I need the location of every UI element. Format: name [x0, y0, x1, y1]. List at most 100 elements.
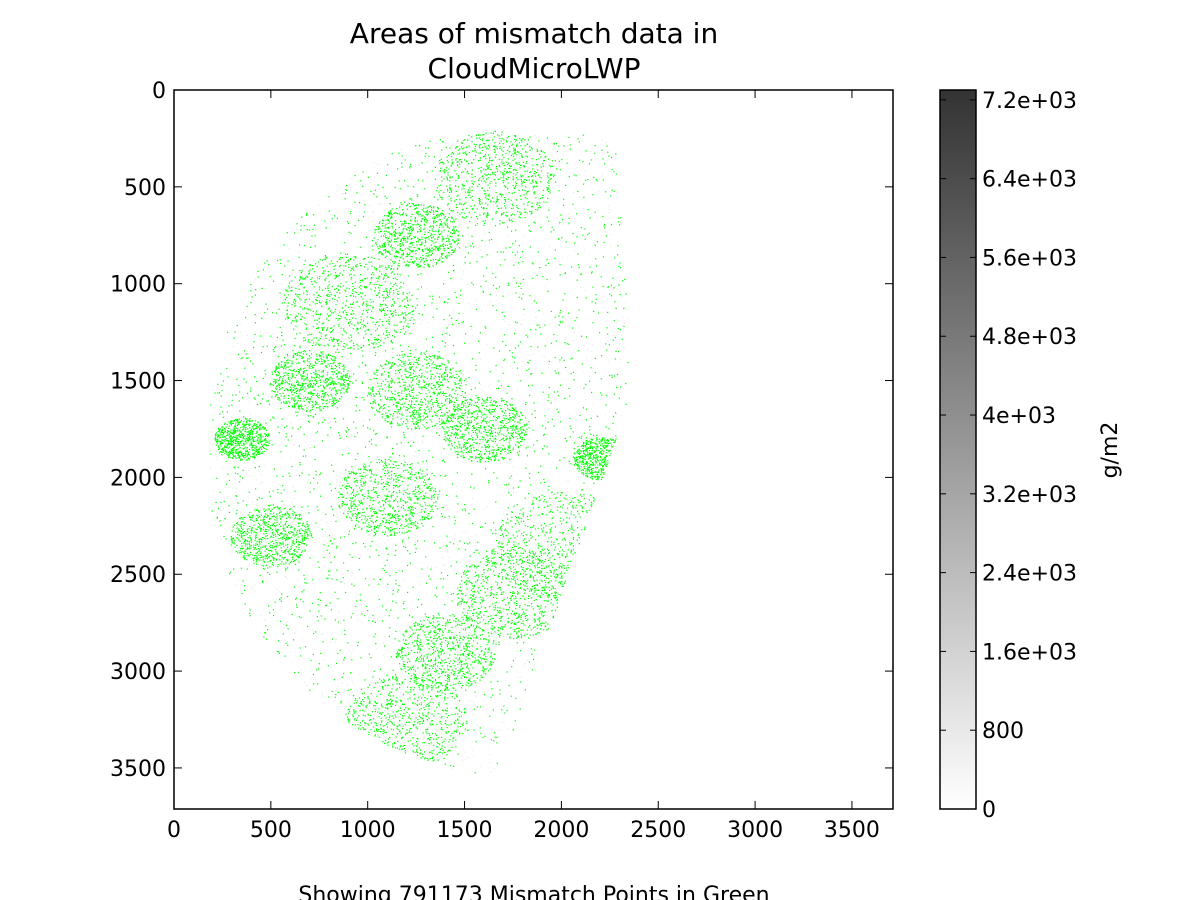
mismatch-point: [390, 423, 392, 425]
mismatch-point: [507, 556, 509, 558]
mismatch-point: [511, 622, 513, 624]
lwp-cell: [290, 423, 292, 424]
lwp-cell: [375, 706, 377, 708]
lwp-cell: [610, 429, 612, 431]
lwp-cell: [590, 181, 592, 183]
mismatch-point: [420, 404, 422, 406]
lwp-cell: [417, 691, 419, 693]
lwp-cell: [557, 334, 558, 336]
mismatch-point: [422, 712, 424, 714]
mismatch-point: [362, 699, 364, 701]
mismatch-point: [486, 416, 488, 418]
mismatch-point: [391, 393, 394, 395]
lwp-cell: [275, 637, 277, 639]
mismatch-point: [445, 369, 447, 371]
mismatch-point: [452, 408, 454, 410]
mismatch-point: [559, 573, 561, 575]
mismatch-point: [463, 572, 465, 574]
mismatch-point: [405, 296, 408, 298]
mismatch-point: [469, 607, 471, 609]
mismatch-point: [424, 426, 426, 428]
mismatch-point: [536, 593, 538, 595]
mismatch-point: [508, 601, 510, 603]
lwp-cell: [583, 429, 585, 431]
mismatch-point: [432, 384, 434, 386]
lwp-cell: [352, 683, 354, 685]
mismatch-point: [425, 399, 427, 401]
mismatch-point: [329, 263, 331, 265]
mismatch-point: [368, 698, 370, 700]
mismatch-point: [522, 432, 524, 434]
mismatch-point: [466, 615, 468, 617]
mismatch-point: [521, 608, 523, 610]
lwp-cell: [480, 358, 482, 360]
mismatch-point: [520, 618, 522, 621]
lwp-cell: [289, 280, 291, 282]
lwp-cell: [293, 485, 295, 487]
mismatch-point: [441, 727, 443, 729]
lwp-cell: [239, 590, 241, 592]
mismatch-point: [548, 537, 550, 539]
mismatch-point: [426, 396, 428, 398]
mismatch-point: [415, 427, 417, 429]
mismatch-point: [504, 552, 507, 554]
mismatch-point: [361, 350, 363, 352]
lwp-cell: [495, 369, 497, 371]
mismatch-point: [461, 403, 463, 405]
mismatch-point: [461, 437, 463, 439]
lwp-cell: [617, 196, 619, 198]
mismatch-point: [531, 585, 533, 588]
mismatch-point: [369, 379, 371, 381]
lwp-cell: [447, 509, 449, 511]
mismatch-point: [493, 415, 495, 418]
mismatch-point: [374, 373, 376, 375]
mismatch-point: [561, 575, 563, 577]
mismatch-point: [534, 620, 537, 622]
mismatch-point: [452, 737, 454, 740]
lwp-cell: [606, 340, 608, 342]
mismatch-point: [370, 278, 372, 280]
mismatch-point: [575, 504, 577, 506]
mismatch-point: [460, 448, 462, 450]
mismatch-point: [418, 747, 420, 749]
mismatch-point: [447, 360, 449, 362]
lwp-cell: [509, 687, 511, 689]
mismatch-point: [460, 603, 462, 605]
mismatch-point: [502, 457, 504, 459]
mismatch-point: [345, 262, 347, 264]
lwp-cell: [624, 322, 626, 324]
mismatch-point: [382, 688, 384, 690]
mismatch-point: [397, 416, 399, 418]
lwp-cell: [290, 319, 292, 321]
mismatch-point: [353, 345, 355, 347]
mismatch-point: [417, 422, 419, 424]
mismatch-point: [482, 600, 484, 602]
lwp-cell: [534, 664, 535, 666]
mismatch-point: [361, 292, 364, 294]
mismatch-point: [542, 615, 544, 617]
lwp-cell: [421, 361, 423, 363]
mismatch-point: [509, 412, 511, 414]
mismatch-point: [425, 387, 427, 389]
lwp-cell: [459, 166, 461, 168]
mismatch-point: [526, 581, 528, 583]
mismatch-point: [537, 563, 539, 565]
mismatch-point: [396, 680, 398, 682]
lwp-cell: [523, 343, 525, 345]
lwp-cell: [568, 480, 570, 482]
mismatch-point: [417, 425, 419, 427]
mismatch-point: [360, 288, 362, 290]
mismatch-point: [544, 592, 546, 594]
mismatch-point: [460, 377, 462, 380]
lwp-cell: [279, 657, 281, 659]
mismatch-point: [537, 631, 539, 634]
mismatch-point: [504, 448, 506, 450]
mismatch-point: [470, 597, 472, 599]
lwp-cell: [318, 204, 320, 206]
lwp-cell: [303, 253, 305, 255]
lwp-cell: [541, 226, 543, 228]
lwp-cell: [310, 405, 312, 406]
mismatch-point: [407, 376, 409, 378]
mismatch-point: [402, 313, 404, 315]
mismatch-point: [476, 418, 478, 420]
